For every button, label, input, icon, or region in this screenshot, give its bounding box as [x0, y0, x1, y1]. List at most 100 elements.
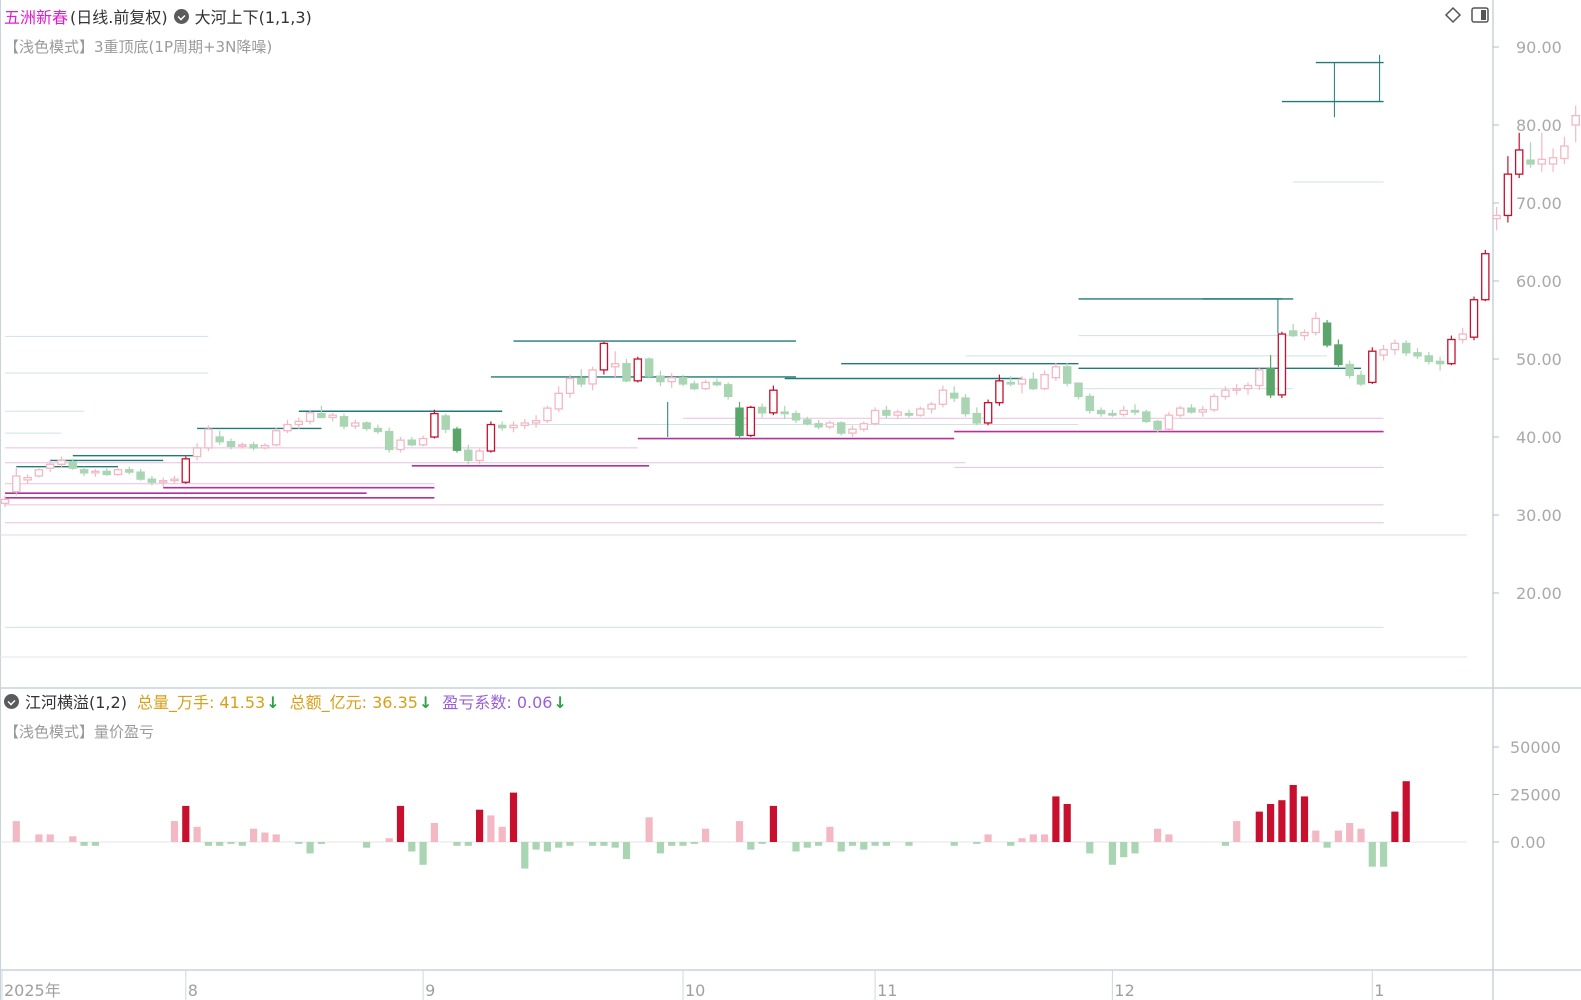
- candle-body[interactable]: [215, 436, 224, 443]
- volume-bar[interactable]: [430, 823, 438, 842]
- volume-bar[interactable]: [758, 842, 766, 844]
- candle-body[interactable]: [1096, 409, 1106, 415]
- candle-body[interactable]: [690, 383, 699, 390]
- candle-body[interactable]: [1334, 344, 1343, 366]
- candle-body[interactable]: [893, 411, 902, 416]
- candle-body[interactable]: [1571, 114, 1580, 126]
- candle-body[interactable]: [769, 389, 778, 414]
- volume-bar[interactable]: [1233, 821, 1241, 842]
- volume-bar[interactable]: [747, 842, 755, 850]
- volume-bar[interactable]: [1278, 800, 1286, 842]
- candle-body[interactable]: [995, 380, 1004, 404]
- volume-bar[interactable]: [973, 842, 981, 844]
- candle-body[interactable]: [904, 412, 914, 416]
- candle-body[interactable]: [814, 423, 823, 428]
- candle-body[interactable]: [1006, 381, 1015, 385]
- candle-body[interactable]: [1119, 409, 1128, 416]
- volume-bar[interactable]: [690, 842, 698, 844]
- volume-bar[interactable]: [622, 842, 631, 860]
- candle-body[interactable]: [610, 363, 620, 368]
- candle-body[interactable]: [1390, 342, 1400, 351]
- candle-body[interactable]: [949, 392, 959, 399]
- candle-body[interactable]: [1085, 395, 1095, 412]
- candle-body[interactable]: [475, 450, 484, 462]
- volume-bar[interactable]: [363, 842, 371, 848]
- volume-bar[interactable]: [487, 815, 495, 842]
- volume-bar[interactable]: [1323, 842, 1331, 848]
- volume-bar[interactable]: [204, 842, 212, 846]
- candle-body[interactable]: [723, 384, 733, 398]
- indicator-toggle-icon[interactable]: [173, 8, 189, 24]
- candle-body[interactable]: [1492, 214, 1501, 220]
- volume-bar[interactable]: [1402, 781, 1410, 842]
- candle-body[interactable]: [520, 422, 530, 426]
- volume-bar[interactable]: [555, 842, 563, 848]
- candle-body[interactable]: [136, 471, 145, 480]
- panel-toggle-icon[interactable]: [1470, 5, 1490, 25]
- candle-body[interactable]: [870, 409, 880, 425]
- candle-body[interactable]: [1209, 395, 1219, 411]
- candle-body[interactable]: [543, 407, 552, 422]
- volume-bar[interactable]: [250, 828, 258, 842]
- candle-body[interactable]: [1266, 367, 1275, 396]
- candle-body[interactable]: [328, 414, 337, 419]
- candle-body[interactable]: [339, 416, 349, 427]
- volume-bar[interactable]: [306, 842, 314, 854]
- candle-body[interactable]: [780, 411, 789, 415]
- volume-bar[interactable]: [80, 842, 88, 846]
- candle-body[interactable]: [1356, 374, 1366, 385]
- volume-bar[interactable]: [950, 842, 958, 846]
- volume-bar[interactable]: [1267, 804, 1275, 842]
- candle-body[interactable]: [45, 463, 55, 469]
- candle-body[interactable]: [91, 470, 100, 474]
- candle-body[interactable]: [396, 439, 405, 451]
- candle-body[interactable]: [1288, 330, 1298, 337]
- candle-body[interactable]: [1447, 338, 1456, 365]
- volume-bar[interactable]: [1380, 842, 1388, 867]
- candle-body[interactable]: [1221, 389, 1230, 398]
- candle-body[interactable]: [1029, 378, 1038, 390]
- volume-bar[interactable]: [984, 834, 992, 842]
- candle-body[interactable]: [238, 444, 247, 448]
- volume-bar[interactable]: [1391, 811, 1399, 842]
- volume-bar[interactable]: [803, 842, 811, 848]
- candle-body[interactable]: [317, 412, 326, 419]
- candle-body[interactable]: [486, 423, 496, 452]
- candle-body[interactable]: [1435, 360, 1445, 365]
- candle-body[interactable]: [1424, 355, 1434, 362]
- volume-bar[interactable]: [1368, 842, 1376, 867]
- candle-body[interactable]: [260, 444, 270, 449]
- candle-body[interactable]: [1560, 145, 1569, 160]
- diamond-icon[interactable]: [1443, 5, 1463, 25]
- sub-indicator-label[interactable]: 江河横溢(1,2): [25, 693, 127, 712]
- candle-body[interactable]: [565, 377, 575, 394]
- volume-bar[interactable]: [453, 842, 461, 846]
- volume-bar[interactable]: [1154, 828, 1162, 842]
- volume-bar[interactable]: [182, 805, 190, 842]
- candle-body[interactable]: [1017, 378, 1027, 385]
- candle-body[interactable]: [1311, 317, 1321, 334]
- volume-bar[interactable]: [227, 842, 235, 844]
- candle-body[interactable]: [351, 422, 360, 427]
- candle-body[interactable]: [1187, 407, 1196, 413]
- volume-bar[interactable]: [396, 805, 405, 842]
- candle-body[interactable]: [1198, 409, 1208, 413]
- candle-body[interactable]: [1153, 420, 1162, 430]
- volume-bar[interactable]: [679, 842, 687, 846]
- volume-bar[interactable]: [882, 842, 890, 846]
- volume-bar[interactable]: [1052, 796, 1060, 842]
- stock-name[interactable]: 五洲新春: [4, 8, 69, 27]
- volume-bar[interactable]: [826, 826, 834, 842]
- volume-bar[interactable]: [35, 834, 43, 842]
- volume-bar[interactable]: [1029, 834, 1037, 842]
- candle-body[interactable]: [633, 358, 643, 382]
- volume-bar[interactable]: [46, 834, 54, 842]
- volume-bar[interactable]: [419, 842, 427, 865]
- candle-body[interactable]: [497, 424, 507, 429]
- candle-body[interactable]: [192, 447, 202, 458]
- candle-body[interactable]: [1232, 387, 1241, 391]
- volume-bar[interactable]: [1165, 834, 1173, 842]
- candle-body[interactable]: [882, 409, 891, 416]
- volume-bar[interactable]: [1007, 842, 1015, 846]
